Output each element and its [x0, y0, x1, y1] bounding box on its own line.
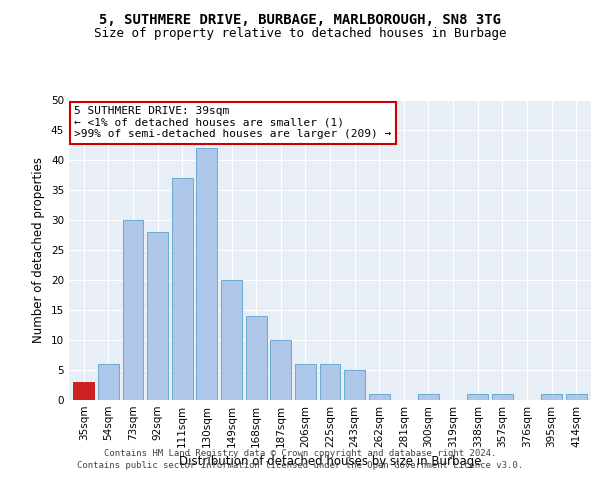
Y-axis label: Number of detached properties: Number of detached properties: [32, 157, 46, 343]
Bar: [122, 220, 143, 400]
Bar: [196, 148, 217, 400]
Bar: [221, 280, 242, 400]
Text: Contains public sector information licensed under the Open Government Licence v3: Contains public sector information licen…: [77, 461, 523, 470]
Text: Contains HM Land Registry data © Crown copyright and database right 2024.: Contains HM Land Registry data © Crown c…: [104, 448, 496, 458]
Bar: [172, 178, 193, 400]
Text: 5 SUTHMERE DRIVE: 39sqm
← <1% of detached houses are smaller (1)
>99% of semi-de: 5 SUTHMERE DRIVE: 39sqm ← <1% of detache…: [74, 106, 391, 139]
Bar: [344, 370, 365, 400]
Bar: [418, 394, 439, 400]
Bar: [73, 382, 94, 400]
Bar: [270, 340, 291, 400]
Bar: [369, 394, 390, 400]
Bar: [467, 394, 488, 400]
Text: Size of property relative to detached houses in Burbage: Size of property relative to detached ho…: [94, 28, 506, 40]
Bar: [147, 232, 168, 400]
Bar: [98, 364, 119, 400]
Bar: [245, 316, 266, 400]
Bar: [541, 394, 562, 400]
Bar: [566, 394, 587, 400]
Bar: [492, 394, 513, 400]
Bar: [295, 364, 316, 400]
Text: 5, SUTHMERE DRIVE, BURBAGE, MARLBOROUGH, SN8 3TG: 5, SUTHMERE DRIVE, BURBAGE, MARLBOROUGH,…: [99, 12, 501, 26]
X-axis label: Distribution of detached houses by size in Burbage: Distribution of detached houses by size …: [179, 456, 481, 468]
Bar: [320, 364, 340, 400]
